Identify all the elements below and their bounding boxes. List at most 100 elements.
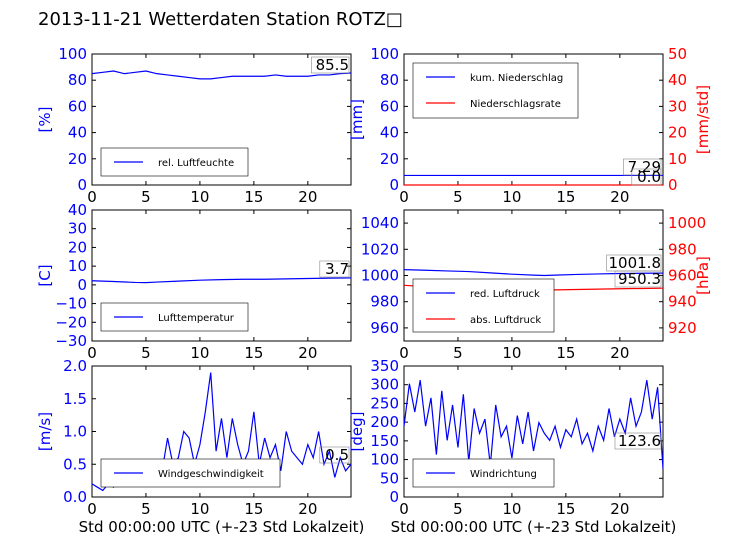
y-tick-label: 0: [389, 176, 399, 194]
legend-label: rel. Luftfeuchte: [158, 158, 234, 169]
y-tick-label: −10: [55, 295, 87, 313]
last-value-box: [623, 158, 662, 176]
x-tick-label: 15: [244, 344, 263, 362]
y-tick-label: 100: [370, 45, 399, 63]
y-tick-label: 1040: [361, 214, 399, 232]
y-tick-label: 0: [77, 276, 87, 294]
legend-label: Windrichtung: [470, 469, 537, 480]
y-tick-label: 1.5: [63, 390, 87, 408]
y-tick-label: 40: [68, 201, 87, 219]
x-tick-label: 10: [502, 344, 521, 362]
y-tick-label: 60: [68, 97, 87, 115]
y-tick-label: 200: [370, 413, 399, 431]
y-tick-label: 250: [370, 394, 399, 412]
x-tick-label: 15: [556, 344, 575, 362]
series-line-1: [91, 277, 352, 284]
y-axis-label: [deg]: [348, 412, 366, 452]
y-tick-label: 0.5: [63, 455, 87, 473]
y-tick-label: 0: [389, 488, 399, 506]
x-tick-label: 15: [556, 500, 575, 518]
y-tick-label: 10: [68, 257, 87, 275]
y2-tick-label: 940: [668, 293, 697, 311]
x-tick-label: 5: [141, 188, 151, 206]
x-tick-label: 0: [87, 344, 97, 362]
y-axis-label: [mm]: [348, 99, 366, 140]
y-tick-label: 50: [380, 469, 399, 487]
last-value-label: 85.5: [316, 56, 349, 74]
y2-tick-label: 960: [668, 267, 697, 285]
page-title: 2013-11-21 Wetterdaten Station ROTZ□: [38, 9, 403, 30]
x-tick-label: 5: [141, 500, 151, 518]
x-tick-label: 0: [87, 188, 97, 206]
x-tick-label: 10: [502, 500, 521, 518]
last-value-box: [631, 168, 662, 186]
legend-label: red. Luftdruck: [470, 289, 540, 300]
legend-box: [412, 278, 555, 333]
y2-axis-label: [hPa]: [694, 256, 712, 295]
y-tick-label: 0: [77, 176, 87, 194]
y2-tick-label: 30: [668, 97, 687, 115]
last-value-label: 3.7: [325, 260, 349, 278]
y-tick-label: 100: [370, 451, 399, 469]
panel-1: 0 5 10 15 20 0 20 40 60 80 100 [%] rel. Luftfeuchte 8…: [36, 45, 352, 206]
x-tick-label: 15: [556, 188, 575, 206]
last-value-label: 7.29: [628, 158, 661, 176]
x-tick-label: 20: [610, 344, 629, 362]
y-tick-label: 960: [370, 319, 399, 337]
y-tick-label: 40: [380, 124, 399, 142]
legend-label: abs. Luftdruck: [470, 315, 541, 326]
x-tick-label: 5: [453, 188, 463, 206]
x-tick-label: 20: [298, 500, 317, 518]
x-tick-label: 0: [399, 344, 409, 362]
panel-4: 0 5 10 15 20 960 980 1000 1020 1040 920 940 960 980 10…: [361, 209, 712, 362]
y-tick-label: 20: [380, 150, 399, 168]
last-value-label: 0.5: [325, 446, 349, 464]
y2-tick-label: 980: [668, 240, 697, 258]
y-tick-label: 350: [370, 357, 399, 375]
last-value-label: 0.0: [637, 168, 661, 186]
last-value-box: [319, 446, 350, 464]
panel-5: 0 5 10 15 20 0.0 0.5 1.0 1.5 2.0 [m/s] Std 00:00:00…: [36, 357, 364, 536]
last-value-label: 950.3: [618, 270, 661, 288]
y2-tick-label: 10: [668, 150, 687, 168]
y2-tick-label: 50: [668, 45, 687, 63]
y-tick-label: 1000: [361, 267, 399, 285]
x-tick-label: 5: [141, 344, 151, 362]
last-value-box: [319, 260, 350, 278]
y-tick-label: 80: [380, 71, 399, 89]
y-tick-label: 40: [68, 124, 87, 142]
y-axis-label: [m/s]: [36, 412, 54, 451]
x-tick-label: 10: [190, 500, 209, 518]
y-tick-label: 100: [58, 45, 87, 63]
x-tick-label: 5: [453, 500, 463, 518]
series-line-1: [403, 380, 664, 469]
panel-2: 0 5 10 15 20 0 20 40 60 80 100 0 10 20 30 40 50 [mm/std] […: [348, 45, 712, 206]
legend-box: [412, 62, 579, 119]
y-tick-label: 300: [370, 376, 399, 394]
y-tick-label: 1.0: [63, 423, 87, 441]
x-tick-label: 10: [190, 188, 209, 206]
y-tick-label: 2.0: [63, 357, 87, 375]
x-tick-label: 10: [502, 188, 521, 206]
x-tick-label: 10: [190, 344, 209, 362]
y2-tick-label: 920: [668, 319, 697, 337]
last-value-box: [614, 432, 662, 450]
y-tick-label: 150: [370, 432, 399, 450]
x-tick-label: 0: [399, 500, 409, 518]
y-tick-label: 60: [380, 97, 399, 115]
y2-tick-label: 1000: [668, 214, 706, 232]
last-value-box: [614, 270, 662, 288]
series-line-1: [91, 70, 352, 80]
last-value-label: 123.6: [618, 432, 661, 450]
y2-tick-label: 20: [668, 124, 687, 142]
x-tick-label: 15: [244, 188, 263, 206]
y-tick-label: 80: [68, 71, 87, 89]
x-axis-label: Std 00:00:00 UTC (+-23 Std Lokalzeit): [79, 518, 365, 536]
x-tick-label: 0: [399, 188, 409, 206]
x-tick-label: 5: [453, 344, 463, 362]
y-axis-label: [%]: [36, 107, 54, 133]
y2-tick-label: 40: [668, 71, 687, 89]
y-tick-label: 980: [370, 293, 399, 311]
